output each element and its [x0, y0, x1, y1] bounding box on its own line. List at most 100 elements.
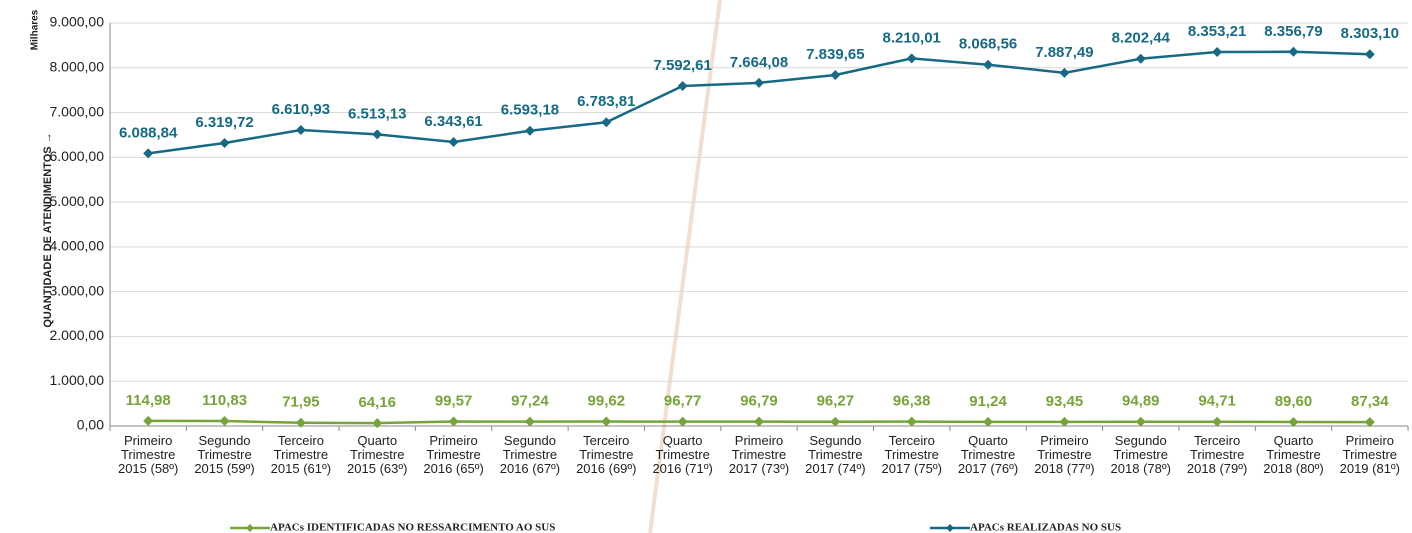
x-tick-label: Quarto Trimestre 2017 (76º) [958, 433, 1018, 476]
y-tick-label: 0,00 [77, 417, 104, 433]
data-point [830, 416, 841, 427]
data-label: 99,57 [435, 393, 473, 410]
x-tick-label: Segundo Trimestre 2015 (59º) [194, 433, 254, 476]
data-point [1059, 416, 1070, 427]
legend-marker [246, 524, 254, 532]
x-tick-label: Terceiro Trimestre 2017 (75º) [882, 433, 942, 476]
x-tick-line: 2016 (67º) [500, 461, 560, 476]
x-tick-line: Quarto [968, 433, 1008, 448]
data-label: 94,71 [1198, 393, 1236, 410]
data-label: 8.210,01 [883, 29, 941, 46]
x-tick-line: Trimestre [1190, 447, 1244, 462]
x-tick-line: Trimestre [579, 447, 633, 462]
data-label: 87,34 [1351, 393, 1389, 410]
data-label: 8.303,10 [1341, 25, 1399, 42]
x-tick-label: Primeiro Trimestre 2015 (58º) [118, 433, 178, 476]
data-label: 110,83 [202, 392, 247, 409]
x-tick-line: Trimestre [1343, 447, 1397, 462]
x-tick-line: Trimestre [197, 447, 251, 462]
data-label: 99,62 [588, 393, 626, 410]
data-label: 7.839,65 [806, 46, 864, 63]
legend-label: APACs REALIZADAS NO SUS [970, 522, 1121, 533]
x-tick-line: 2018 (77º) [1034, 461, 1094, 476]
x-tick-line: Quarto [663, 433, 703, 448]
data-point [983, 59, 994, 70]
x-tick-label: Quarto Trimestre 2015 (63º) [347, 433, 407, 476]
x-tick-label: Terceiro Trimestre 2015 (61º) [271, 433, 331, 476]
x-tick-line: 2019 (81º) [1340, 461, 1400, 476]
x-tick-line: Trimestre [655, 447, 709, 462]
y-tick-label: 1.000,00 [50, 372, 105, 388]
x-tick-line: Terceiro [583, 433, 629, 448]
y-axis-label: QUANTIDADE DE ATENDIMENTOS → [42, 132, 54, 327]
x-tick-line: Primeiro [429, 433, 477, 448]
x-tick-line: 2015 (58º) [118, 461, 178, 476]
x-tick-label: Primeiro Trimestre 2018 (77º) [1034, 433, 1094, 476]
data-point [448, 416, 459, 427]
x-tick-label: Quarto Trimestre 2016 (71º) [652, 433, 712, 476]
data-point [524, 125, 535, 136]
y-tick-label: 4.000,00 [50, 238, 105, 254]
legend-label: APACs IDENTIFICADAS NO RESSARCIMENTO AO … [270, 522, 555, 533]
data-point [143, 148, 154, 159]
x-tick-line: 2015 (63º) [347, 461, 407, 476]
x-tick-line: Trimestre [1114, 447, 1168, 462]
data-label: 6.343,61 [424, 113, 482, 130]
x-tick-line: Primeiro [124, 433, 172, 448]
x-tick-line: 2015 (59º) [194, 461, 254, 476]
data-label: 96,38 [893, 393, 931, 410]
y-tick-label: 6.000,00 [50, 148, 105, 164]
y-tick-label: 9.000,00 [50, 14, 105, 30]
data-point [677, 81, 688, 92]
data-label: 6.319,72 [195, 114, 253, 131]
data-label: 6.610,93 [272, 101, 330, 118]
x-tick-line: Terceiro [889, 433, 935, 448]
data-point [1364, 49, 1375, 60]
data-label: 94,89 [1122, 393, 1160, 410]
x-tick-line: Trimestre [426, 447, 480, 462]
x-tick-line: 2016 (69º) [576, 461, 636, 476]
data-label: 96,77 [664, 393, 702, 410]
data-point [906, 416, 917, 427]
data-point [754, 77, 764, 88]
data-point [219, 138, 230, 149]
data-label: 7.664,08 [730, 54, 788, 71]
y-tick-label: 2.000,00 [50, 327, 105, 343]
x-tick-line: 2017 (74º) [805, 461, 865, 476]
watermark-stroke [648, 0, 722, 533]
y-tick-label: 3.000,00 [50, 282, 105, 298]
data-point [295, 417, 306, 428]
data-label: 71,95 [282, 394, 320, 411]
x-tick-label: Primeiro Trimestre 2017 (73º) [729, 433, 789, 476]
x-tick-label: Segundo Trimestre 2016 (67º) [500, 433, 560, 476]
x-tick-line: Trimestre [808, 447, 862, 462]
data-label: 91,24 [969, 393, 1007, 410]
data-point [983, 416, 994, 427]
data-point [601, 117, 612, 128]
x-tick-line: 2018 (78º) [1111, 461, 1171, 476]
x-tick-line: Segundo [809, 433, 861, 448]
data-label: 8.068,56 [959, 36, 1017, 53]
data-point [1059, 67, 1070, 78]
x-tick-line: Segundo [1115, 433, 1167, 448]
data-point [372, 129, 383, 140]
data-label: 6.593,18 [501, 102, 559, 119]
x-tick-line: Terceiro [278, 433, 324, 448]
x-tick-line: 2015 (61º) [271, 461, 331, 476]
data-label: 8.356,79 [1264, 23, 1322, 40]
y-unit-label: Milhares [30, 9, 41, 50]
data-point [1288, 416, 1299, 427]
data-point [1135, 53, 1146, 64]
x-tick-label: Segundo Trimestre 2017 (74º) [805, 433, 865, 476]
data-label: 114,98 [126, 392, 171, 409]
y-tick-label: 8.000,00 [50, 58, 105, 74]
data-label: 6.783,81 [577, 93, 635, 110]
data-label: 8.353,21 [1188, 23, 1246, 40]
data-label: 6.088,84 [119, 124, 178, 141]
data-point [219, 416, 230, 427]
data-point [830, 69, 841, 80]
x-tick-line: 2016 (65º) [423, 461, 483, 476]
data-label: 89,60 [1275, 393, 1313, 410]
data-point [1212, 416, 1223, 427]
